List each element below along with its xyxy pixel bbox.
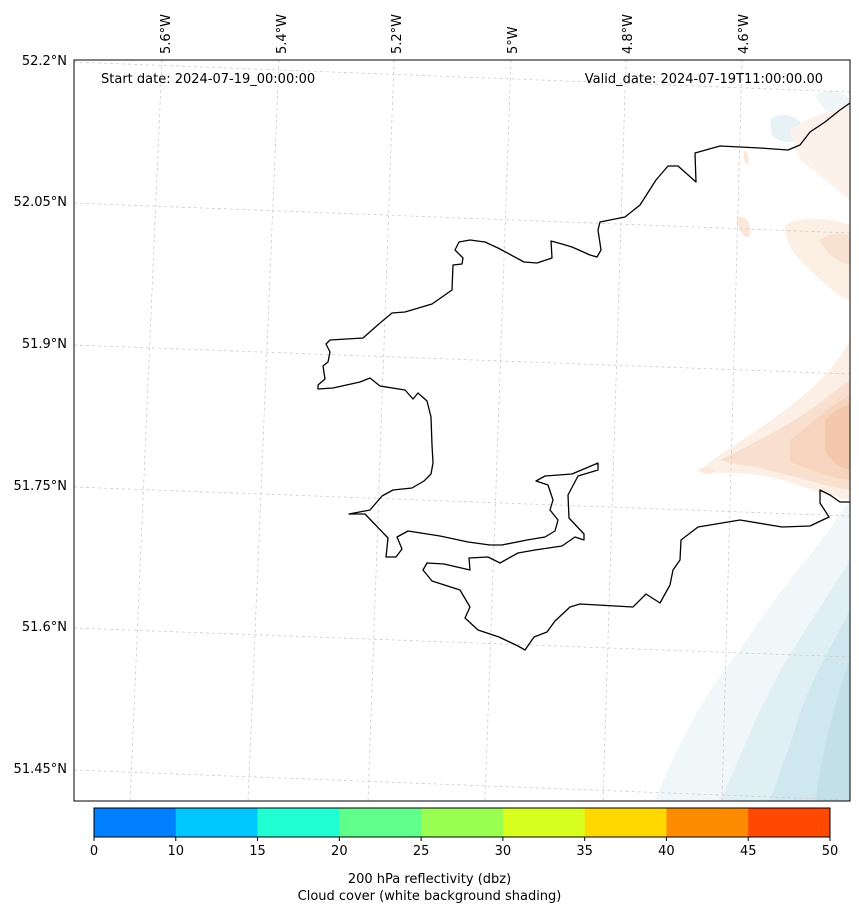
colorbar-tick-label: 50	[822, 844, 839, 859]
gridlines	[74, 60, 850, 801]
colorbar-tick-label: 40	[658, 844, 675, 859]
colorbar-segment	[421, 808, 504, 837]
colorbar-tick-label: 15	[249, 844, 266, 859]
reflectivity-shading	[698, 105, 850, 500]
colorbar: 0 10 15 20 25 30 35 40 45 50	[90, 807, 839, 859]
coastline	[317, 102, 850, 651]
lon-label: 5.4°W	[275, 14, 290, 54]
lon-label: 5.2°W	[390, 14, 405, 54]
colorbar-segment	[748, 808, 831, 837]
colorbar-segment	[94, 808, 177, 837]
colorbar-tick-label: 45	[740, 844, 757, 859]
map-area	[74, 60, 850, 801]
lon-label: 5.6°W	[159, 14, 174, 54]
colorbar-segment	[257, 808, 340, 837]
colorbar-frame	[93, 807, 831, 838]
lat-label: 51.6°N	[22, 620, 67, 635]
colorbar-tick-label: 0	[90, 844, 98, 859]
lat-label: 51.45°N	[14, 762, 67, 777]
lat-label: 52.2°N	[22, 54, 67, 69]
lat-labels: 52.2°N 52.05°N 51.9°N 51.75°N 51.6°N 51.…	[14, 54, 67, 777]
colorbar-segment	[175, 808, 259, 837]
colorbar-segment	[584, 808, 667, 837]
lon-label: 4.6°W	[737, 14, 752, 54]
lon-labels: 5.6°W 5.4°W 5.2°W 5°W 4.8°W 4.6°W	[159, 14, 752, 54]
colorbar-label-line1: 200 hPa reflectivity (dbz)	[347, 872, 512, 887]
lat-label: 51.9°N	[22, 337, 67, 352]
colorbar-tick-label: 20	[331, 844, 348, 859]
lat-label: 51.75°N	[14, 479, 67, 494]
colorbar-segment	[339, 808, 422, 837]
colorbar-label-line2: Cloud cover (white background shading)	[297, 889, 562, 904]
valid-date-text: Valid_date: 2024-07-19T11:00:00.00	[585, 72, 823, 87]
colorbar-caption: 200 hPa reflectivity (dbz) Cloud cover (…	[0, 871, 859, 905]
start-date-text: Start date: 2024-07-19_00:00:00	[101, 72, 315, 87]
colorbar-tick-label: 25	[413, 844, 430, 859]
colorbar-segment	[666, 808, 749, 837]
colorbar-tick-label: 10	[168, 844, 185, 859]
map-frame	[73, 59, 851, 802]
lat-label: 52.05°N	[14, 195, 67, 210]
colorbar-tick-label: 30	[495, 844, 512, 859]
colorbar-tick-label: 35	[576, 844, 593, 859]
colorbar-segment	[502, 808, 586, 837]
lon-label: 5°W	[506, 26, 521, 54]
lon-label: 4.8°W	[621, 14, 636, 54]
